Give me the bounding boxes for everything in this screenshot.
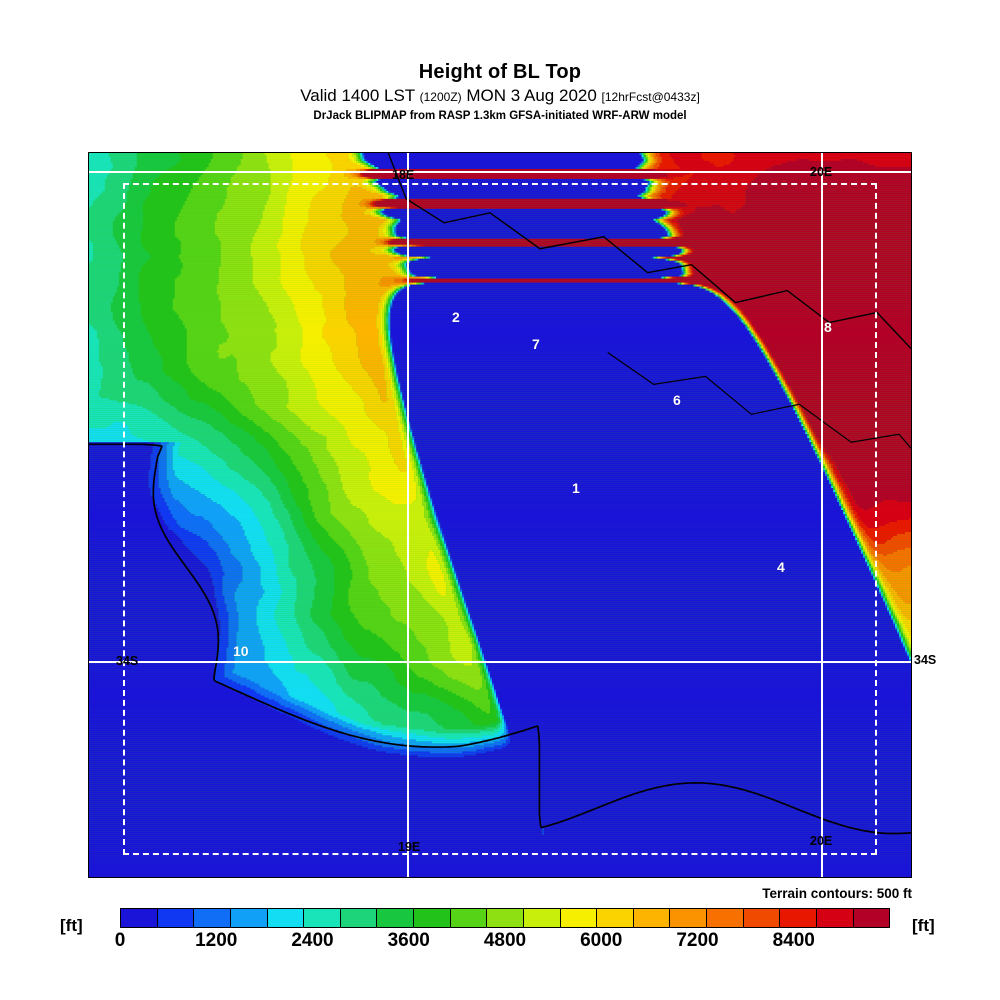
edge-label-34s: 34S <box>914 653 937 667</box>
colorbar-tick: 4800 <box>483 930 527 951</box>
graticule-label: 34S <box>116 654 139 668</box>
valid-time-line: Valid 1400 LST (1200Z) MON 3 Aug 2020 [1… <box>0 86 1000 106</box>
colorbar-band-16 <box>707 909 744 927</box>
site-marker[interactable]: 6 <box>673 392 681 408</box>
graticule-lat-top <box>89 171 911 173</box>
graticule-label: 19E <box>398 840 421 854</box>
site-marker[interactable]: 10 <box>233 643 249 659</box>
valid-time-zulu: (1200Z) <box>419 90 462 104</box>
colorbar-band-12 <box>560 909 598 927</box>
header-block: Height of BL Top Valid 1400 LST (1200Z) … <box>0 62 1000 122</box>
colorbar-tick: 6000 <box>580 930 623 951</box>
model-domain-box <box>123 183 877 855</box>
terrain-heatmap <box>89 153 911 877</box>
colorbar-tick: 3600 <box>387 930 430 951</box>
model-attribution: DrJack BLIPMAP from RASP 1.3km GFSA-init… <box>313 109 687 122</box>
graticule-label: 18E <box>392 168 415 182</box>
colorbar-band-3 <box>230 909 268 927</box>
site-marker[interactable]: 8 <box>824 319 832 335</box>
colorbar-band-8 <box>414 909 451 927</box>
colorbar-band-13 <box>597 909 634 927</box>
terrain-contour-note: Terrain contours: 500 ft <box>762 886 912 901</box>
colorbar-band-7 <box>377 909 414 927</box>
site-marker[interactable]: 2 <box>452 309 460 325</box>
colorbar-band-19 <box>816 909 854 927</box>
site-marker[interactable]: 1 <box>572 480 580 496</box>
valid-time-main: Valid 1400 LST <box>300 86 415 105</box>
site-marker[interactable]: 4 <box>777 559 785 575</box>
colorbar-tick: 7200 <box>676 930 719 951</box>
colorbar-band-11 <box>523 909 561 927</box>
graticule-lat-34s <box>89 661 911 663</box>
forecast-tag: [12hrFcst@0433z] <box>601 90 700 104</box>
colorbar-band-15 <box>670 909 707 927</box>
graticule-lon-20e <box>821 153 823 877</box>
colorbar-band-6 <box>340 909 378 927</box>
colorbar-band-5 <box>304 909 341 927</box>
site-marker[interactable]: 7 <box>532 336 540 352</box>
terrain-raster <box>89 153 911 877</box>
colorbar-band-20 <box>853 909 890 927</box>
page-title: Height of BL Top <box>418 61 582 83</box>
colorbar-unit-right: [ft] <box>912 916 935 935</box>
colorbar-tick-labels: 0 1200 2400 3600 4800 6000 7200 8400 <box>0 930 1000 958</box>
colorbar-band-18 <box>780 909 817 927</box>
graticule-label: 20E <box>810 165 833 179</box>
colorbar-band-0 <box>121 909 158 927</box>
graticule-lon-18e <box>407 153 409 877</box>
colorbar-tick: 0 <box>114 930 126 951</box>
colorbar-band-1 <box>157 909 195 927</box>
colorbar-band-9 <box>450 909 488 927</box>
map-panel[interactable] <box>88 152 912 878</box>
colorbar-band-2 <box>194 909 231 927</box>
colorbar[interactable] <box>120 908 890 928</box>
graticule-label: 20E <box>810 834 833 848</box>
colorbar-tick: 2400 <box>291 930 334 951</box>
colorbar-band-14 <box>633 909 671 927</box>
colorbar-band-10 <box>487 909 524 927</box>
valid-time-date: MON 3 Aug 2020 <box>466 86 597 105</box>
colorbar-unit-left: [ft] <box>60 916 83 935</box>
colorbar-tick: 8400 <box>772 930 815 951</box>
colorbar-tick: 1200 <box>195 930 238 951</box>
colorbar-band-17 <box>743 909 781 927</box>
colorbar-band-4 <box>267 909 305 927</box>
